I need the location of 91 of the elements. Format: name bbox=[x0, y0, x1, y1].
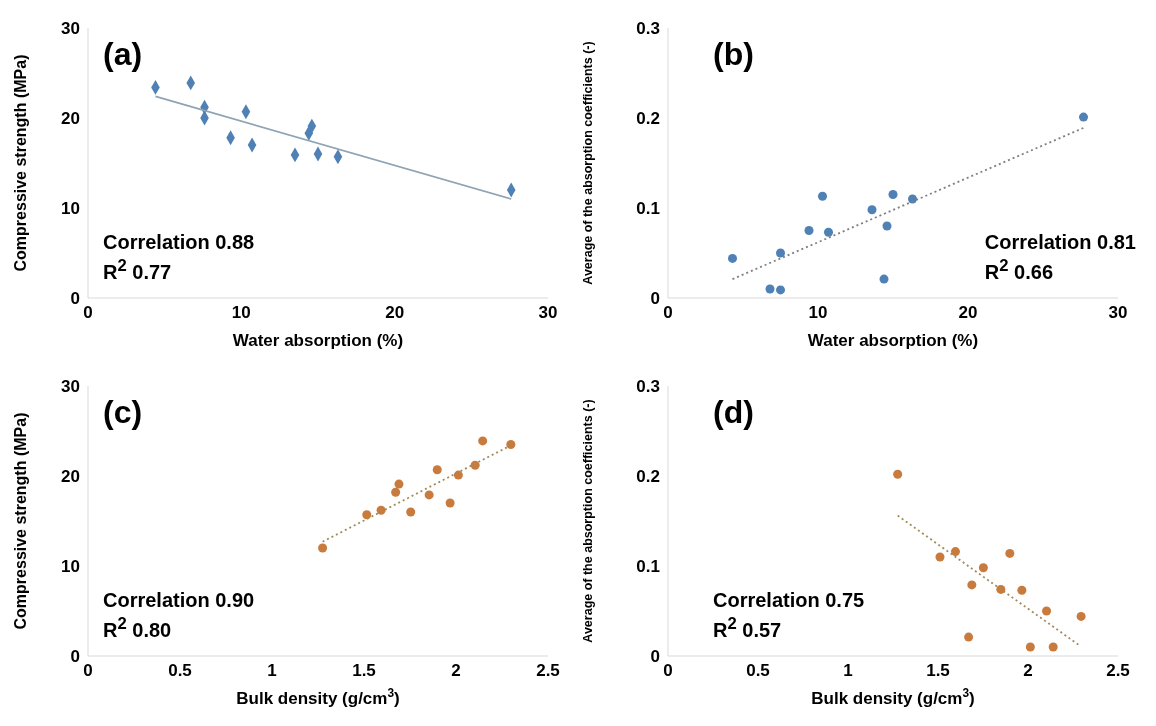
x-tick-label: 20 bbox=[385, 303, 405, 323]
annotation: R$^{2}$ 0.57 bbox=[713, 613, 783, 642]
point bbox=[804, 225, 814, 236]
y-axis-title: Compressive strength (MPa) bbox=[12, 412, 29, 630]
point bbox=[775, 248, 786, 258]
point bbox=[879, 274, 889, 284]
point bbox=[935, 552, 945, 562]
x-tick-label: 2 bbox=[451, 661, 461, 681]
y-tick-label: 0.3 bbox=[636, 19, 660, 39]
x-tick-label: 30 bbox=[538, 303, 558, 323]
point bbox=[867, 205, 877, 215]
x-tick-label: 0 bbox=[663, 661, 673, 681]
point bbox=[882, 221, 892, 231]
x-tick-label: 10 bbox=[808, 303, 828, 323]
point bbox=[967, 580, 977, 590]
x-tick-label: 0.5 bbox=[746, 661, 770, 681]
x-axis-title: Water absorption (%) bbox=[807, 331, 979, 350]
y-axis-title: Average of the absorption coefficients (-) bbox=[581, 399, 595, 643]
annotation: Correlation 0.90 bbox=[103, 588, 255, 613]
chart-title: (d) bbox=[713, 394, 754, 431]
x-tick-label: 2.5 bbox=[536, 661, 560, 681]
point bbox=[888, 189, 898, 200]
y-tick-label: 0.2 bbox=[636, 109, 660, 129]
annotation: Correlation 0.75 bbox=[713, 588, 865, 613]
point bbox=[362, 510, 372, 520]
point bbox=[1042, 606, 1052, 616]
y-tick-label: 0 bbox=[70, 289, 80, 309]
point bbox=[817, 191, 828, 201]
point bbox=[445, 498, 455, 508]
point bbox=[394, 479, 404, 489]
x-tick-label: 1 bbox=[843, 661, 853, 681]
point bbox=[996, 584, 1006, 594]
x-tick-label: 1 bbox=[267, 661, 277, 681]
x-axis-title: Water absorption (%) bbox=[232, 331, 404, 350]
x-axis-title: Bulk density (g/cm$^{3}$) bbox=[236, 686, 400, 708]
y-axis-title: Compressive strength (MPa) bbox=[12, 54, 29, 272]
y-tick-label: 0.1 bbox=[636, 557, 660, 577]
y-tick-label: 20 bbox=[61, 109, 80, 129]
x-tick-label: 10 bbox=[231, 303, 251, 323]
x-axis-title: Bulk density (g/cm$^{3}$) bbox=[811, 686, 975, 708]
point bbox=[978, 563, 988, 573]
annotation: Correlation 0.81 bbox=[984, 230, 1136, 255]
point bbox=[432, 465, 442, 475]
y-axis-title: Average of the absorption coefficients (-) bbox=[581, 41, 595, 285]
point bbox=[391, 487, 401, 497]
x-tick-label: 30 bbox=[1108, 303, 1128, 323]
x-tick-label: 0 bbox=[83, 303, 93, 323]
point bbox=[823, 227, 834, 237]
point bbox=[1048, 642, 1058, 652]
y-tick-label: 0 bbox=[650, 289, 660, 309]
x-tick-label: 1.5 bbox=[926, 661, 950, 681]
annotation: R$^{2}$ 0.80 bbox=[103, 613, 173, 642]
point bbox=[1025, 642, 1035, 652]
point bbox=[478, 436, 488, 446]
y-tick-label: 0.1 bbox=[636, 199, 660, 219]
x-tick-label: 1.5 bbox=[352, 661, 376, 681]
x-tick-label: 2.5 bbox=[1106, 661, 1130, 681]
y-tick-label: 30 bbox=[61, 19, 80, 39]
y-tick-label: 0.3 bbox=[636, 377, 660, 397]
y-tick-label: 10 bbox=[61, 199, 80, 219]
y-tick-label: 20 bbox=[61, 467, 80, 487]
point bbox=[506, 439, 516, 450]
chart-title: (a) bbox=[103, 36, 143, 73]
annotation: Correlation 0.88 bbox=[103, 230, 255, 255]
y-tick-label: 0 bbox=[650, 647, 660, 667]
y-tick-label: 0.2 bbox=[636, 467, 660, 487]
x-tick-label: 2 bbox=[1023, 661, 1033, 681]
chart-title: (c) bbox=[103, 394, 143, 431]
y-tick-label: 30 bbox=[61, 377, 80, 397]
x-tick-label: 0 bbox=[663, 303, 673, 323]
x-tick-label: 0 bbox=[83, 661, 93, 681]
annotation: R$^{2}$ 0.66 bbox=[984, 255, 1055, 284]
y-tick-label: 0 bbox=[70, 647, 80, 667]
point bbox=[893, 469, 903, 479]
x-tick-label: 20 bbox=[958, 303, 978, 323]
point bbox=[1076, 611, 1086, 621]
x-tick-label: 0.5 bbox=[168, 661, 192, 681]
point bbox=[727, 253, 738, 263]
point bbox=[964, 632, 974, 642]
point bbox=[1005, 548, 1015, 558]
chart-title: (b) bbox=[713, 36, 754, 73]
point bbox=[318, 543, 328, 553]
point bbox=[950, 547, 960, 557]
point bbox=[1017, 585, 1027, 595]
point bbox=[424, 490, 434, 500]
y-tick-label: 10 bbox=[61, 557, 80, 577]
point bbox=[406, 507, 416, 517]
point bbox=[1078, 112, 1089, 122]
point bbox=[765, 284, 775, 294]
annotation: R$^{2}$ 0.77 bbox=[103, 255, 173, 284]
point bbox=[775, 285, 786, 295]
